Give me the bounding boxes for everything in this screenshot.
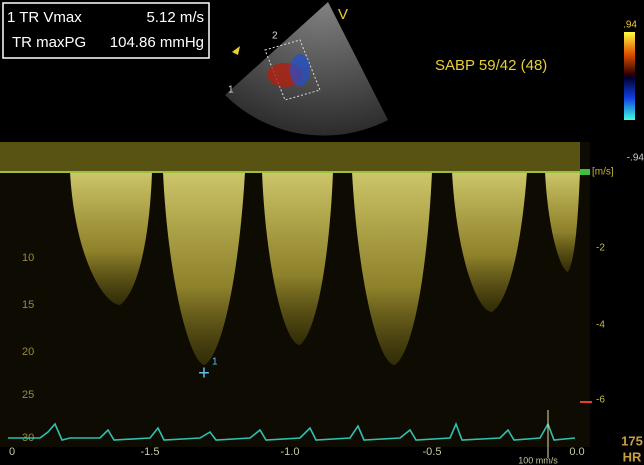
measure-label: TR maxPG	[12, 34, 86, 51]
velocity-tick: -6	[596, 395, 605, 406]
velocity-tick: -4	[596, 320, 605, 331]
velocity-unit: [m/s]	[592, 167, 614, 178]
time-tick: -0.5	[423, 446, 442, 458]
measurement-cursor: +	[198, 362, 210, 384]
envelope	[545, 172, 580, 272]
velocity-tick: -2	[596, 243, 605, 254]
color-flow	[290, 54, 310, 86]
ecg-trace	[8, 421, 576, 441]
envelope	[70, 172, 152, 305]
sector-marker: V	[338, 6, 348, 23]
heart-rate-value: 175	[621, 433, 643, 448]
measurement-box	[2, 2, 210, 59]
envelope	[163, 172, 245, 365]
above-baseline	[0, 142, 580, 172]
sweep-speed: 100 mm/s	[518, 455, 558, 465]
measure-label: 1 TR Vmax	[7, 9, 82, 26]
depth-tick: 10	[22, 252, 34, 264]
color-bar	[624, 32, 635, 120]
cursor-label: 1	[212, 357, 218, 368]
time-tick: 0	[9, 446, 15, 458]
depth-tick: 15	[22, 299, 34, 311]
color-bar-bottom: -.94	[627, 153, 644, 164]
measure-value: 5.12 m/s	[146, 9, 204, 26]
color-bar-top: .94	[623, 20, 637, 31]
baseline-marker	[580, 169, 590, 175]
pressure-annotation: SABP 59/42 (48)	[435, 57, 547, 74]
depth-tick: 20	[22, 346, 34, 358]
time-tick: -1.5	[141, 446, 160, 458]
time-tick: -1.0	[281, 446, 300, 458]
envelope	[352, 172, 432, 365]
focus-marker	[232, 46, 240, 55]
time-tick: 0.0	[569, 446, 584, 458]
measure-value: 104.86 mmHg	[110, 34, 204, 51]
heart-rate-label: HR	[623, 449, 642, 464]
envelope	[262, 172, 333, 345]
depth-tick: 25	[22, 389, 34, 401]
envelope	[452, 172, 527, 312]
depth-label: 1	[228, 85, 234, 96]
spectral-envelopes	[70, 172, 580, 365]
depth-label: 2	[272, 31, 278, 42]
